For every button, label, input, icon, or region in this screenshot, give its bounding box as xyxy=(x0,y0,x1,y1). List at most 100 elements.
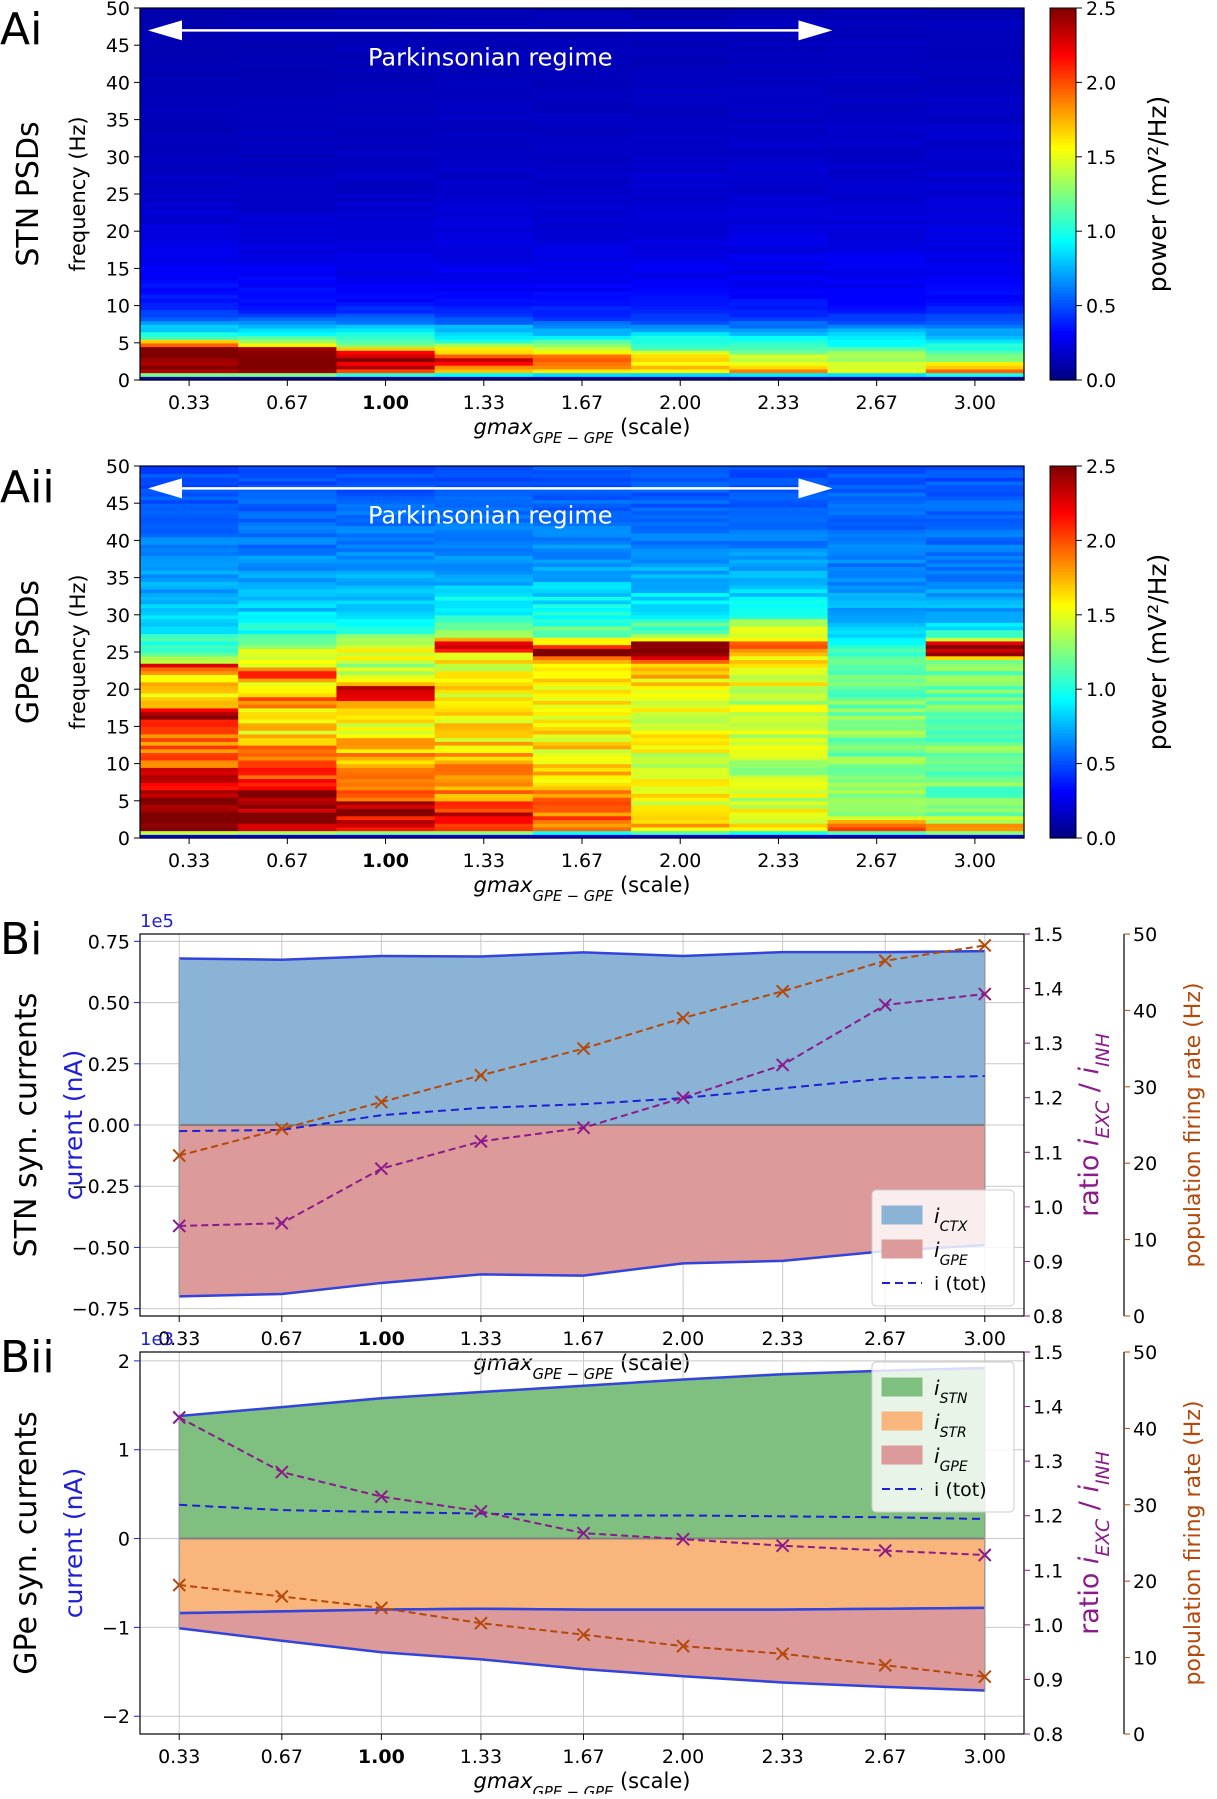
heatmap-cell xyxy=(140,503,239,508)
heatmap-cell xyxy=(532,559,632,564)
heatmap-cell xyxy=(631,733,730,739)
heatmap-cell xyxy=(434,164,534,169)
heatmap-cell xyxy=(140,279,239,284)
heatmap-cell xyxy=(631,577,730,582)
heatmap-cell xyxy=(729,275,829,281)
heatmap-cell xyxy=(238,726,338,731)
colorbar-tick-label: 0.0 xyxy=(1086,370,1116,392)
colorbar-segment xyxy=(1050,311,1076,316)
ratio-tick-label: 1.5 xyxy=(1033,1342,1063,1364)
heatmap-cell xyxy=(336,313,436,318)
heatmap-cell xyxy=(631,82,730,87)
heatmap-cell xyxy=(434,484,534,489)
heatmap-cell xyxy=(140,283,239,288)
heatmap-cell xyxy=(925,372,1025,377)
heatmap-cell xyxy=(925,298,1025,303)
heatmap-cell xyxy=(631,529,730,534)
ratio-marker xyxy=(775,1539,790,1553)
heatmap-cell xyxy=(532,201,632,206)
heatmap-cell xyxy=(336,834,436,839)
heatmap-cell xyxy=(434,499,534,504)
heatmap-cell xyxy=(827,588,927,594)
text-part: gmax xyxy=(474,1769,534,1793)
heatmap-cell xyxy=(631,797,730,802)
heatmap-cell xyxy=(532,707,632,713)
heatmap-cell xyxy=(925,153,1025,158)
colorbar-segment xyxy=(1050,797,1076,802)
heatmap-cell xyxy=(729,309,829,314)
heatmap-cell xyxy=(729,730,829,735)
heatmap-cell xyxy=(631,800,730,806)
heatmap-cell xyxy=(140,153,239,158)
heatmap-cell xyxy=(238,518,338,523)
heatmap-cell xyxy=(925,350,1025,355)
heatmap-cell xyxy=(925,365,1025,370)
heatmap-cell xyxy=(631,60,730,65)
heatmap-cell xyxy=(729,335,829,340)
heatmap-cell xyxy=(729,466,829,471)
ratio-marker xyxy=(878,998,892,1012)
heatmap-cell xyxy=(827,264,927,269)
heatmap-cell xyxy=(140,22,239,28)
heatmap-cell xyxy=(140,41,239,46)
heatmap-cell xyxy=(140,316,239,322)
area-boundary-line xyxy=(179,1627,985,1692)
colorbar-segment xyxy=(1050,537,1076,541)
x-tick-label: 2.33 xyxy=(761,1328,803,1350)
heatmap-cell xyxy=(827,279,927,284)
ratio-marker xyxy=(576,1121,591,1135)
heatmap-cell xyxy=(336,257,436,262)
heatmap-cell xyxy=(238,819,338,824)
colorbar-segment xyxy=(1050,717,1076,721)
heatmap-cell xyxy=(729,793,829,798)
heatmap-cell xyxy=(336,681,436,687)
text-part: ratio xyxy=(1074,1564,1105,1635)
heatmap-cell xyxy=(434,205,534,210)
heatmap-cell xyxy=(434,834,534,839)
heatmap-cell xyxy=(140,190,239,195)
text-part: i xyxy=(934,1376,940,1400)
heatmap-cell xyxy=(925,279,1025,284)
heatmap-cell xyxy=(434,785,534,791)
heatmap-cell xyxy=(434,112,534,117)
heatmap-cell xyxy=(631,290,730,296)
colorbar-segment xyxy=(1050,17,1076,21)
heatmap-cell xyxy=(336,190,436,195)
current-tick-label: −2 xyxy=(102,1706,130,1728)
heatmap-cell xyxy=(238,216,338,221)
heatmap-cell xyxy=(336,368,436,374)
heatmap-cell xyxy=(631,767,730,772)
heatmap-cell xyxy=(336,659,436,664)
heatmap-cell xyxy=(336,640,436,646)
heatmap-cell xyxy=(631,826,730,832)
regime-annotation: Parkinsonian regime xyxy=(368,501,613,529)
heatmap-cell xyxy=(631,596,730,601)
heatmap-cell xyxy=(827,663,927,668)
heatmap-cell xyxy=(925,22,1025,28)
heatmap-cell xyxy=(827,529,927,534)
heatmap-cell xyxy=(827,704,927,709)
colorbar-segment xyxy=(1050,559,1076,563)
heatmap-cell xyxy=(434,696,534,701)
heatmap-cell xyxy=(827,301,927,307)
heatmap-cell xyxy=(925,614,1025,620)
heatmap-cell xyxy=(631,473,730,478)
ratio-tick-label: 1.2 xyxy=(1033,1506,1063,1528)
heatmap-cell xyxy=(238,67,338,72)
text-part: gmax xyxy=(474,873,534,897)
heatmap-cell xyxy=(238,361,338,366)
heatmap-cell xyxy=(336,473,436,478)
heatmap-cell xyxy=(238,97,338,102)
heatmap-cell xyxy=(827,331,927,336)
heatmap-cell xyxy=(238,179,338,184)
heatmap-cell xyxy=(631,108,730,113)
heatmap-cell xyxy=(434,30,534,35)
heatmap-cell xyxy=(925,324,1025,329)
heatmap-cell xyxy=(729,559,829,564)
heatmap-cell xyxy=(631,625,730,631)
heatmap-cell xyxy=(729,22,829,28)
heatmap-cell xyxy=(532,748,632,754)
heatmap-cell xyxy=(827,830,927,835)
heatmap-cell xyxy=(631,309,730,314)
heatmap-cell xyxy=(925,301,1025,307)
